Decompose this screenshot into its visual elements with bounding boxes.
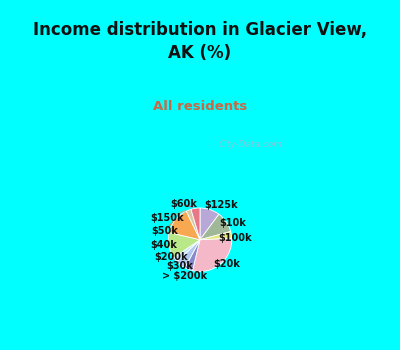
- Wedge shape: [168, 232, 200, 258]
- Text: $20k: $20k: [213, 259, 240, 269]
- Text: $10k: $10k: [220, 218, 246, 228]
- Wedge shape: [192, 238, 232, 272]
- Wedge shape: [177, 240, 200, 268]
- Text: $60k: $60k: [170, 199, 197, 209]
- Wedge shape: [185, 240, 200, 271]
- Text: City-Data.com: City-Data.com: [219, 140, 283, 149]
- Text: $40k: $40k: [150, 240, 177, 250]
- Text: $150k: $150k: [150, 213, 184, 223]
- Text: Income distribution in Glacier View,
AK (%): Income distribution in Glacier View, AK …: [33, 21, 367, 62]
- Wedge shape: [186, 209, 200, 240]
- Text: $125k: $125k: [204, 200, 238, 210]
- Wedge shape: [200, 208, 219, 240]
- Wedge shape: [200, 214, 231, 240]
- Text: $50k: $50k: [151, 226, 178, 236]
- Text: $200k: $200k: [154, 252, 188, 261]
- Text: $30k: $30k: [166, 261, 193, 271]
- Wedge shape: [174, 240, 200, 261]
- Wedge shape: [191, 208, 200, 240]
- Wedge shape: [200, 231, 232, 240]
- Text: $100k: $100k: [218, 233, 252, 243]
- Wedge shape: [169, 211, 200, 240]
- Text: > $200k: > $200k: [162, 271, 208, 281]
- Text: All residents: All residents: [153, 100, 247, 113]
